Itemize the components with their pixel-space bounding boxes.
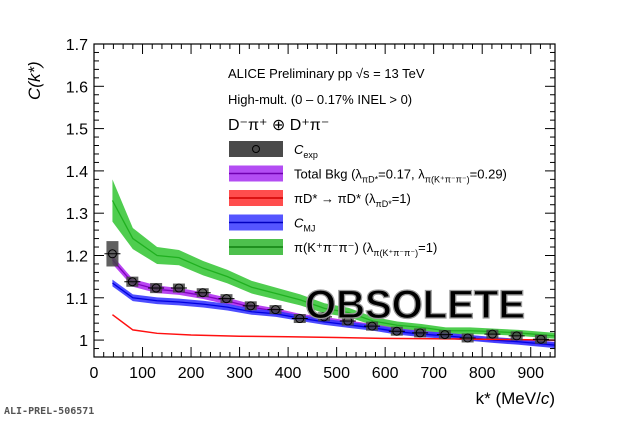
data-point: [392, 326, 402, 336]
data-point: [319, 312, 329, 322]
x-tick-label: 700: [420, 365, 447, 382]
plot-area: [104, 179, 555, 349]
legend-text: =1): [392, 191, 411, 206]
legend-text: C: [294, 142, 304, 157]
legend-text: =0.17, λ: [378, 167, 425, 182]
x-tick-label: 600: [372, 365, 399, 382]
y-tick-label: 1: [79, 333, 88, 350]
legend-text: =0.29): [470, 167, 507, 182]
legend-subscript: π(K⁺π⁻π⁻): [373, 248, 418, 258]
data-point: [127, 277, 137, 287]
data-point: [440, 330, 450, 340]
legend-subscript: exp: [303, 150, 318, 160]
x-tick-label: 300: [226, 365, 253, 382]
data-point: [415, 328, 425, 338]
legend-label-total: Total Bkg (λπD*=0.17, λπ(K⁺π⁻π⁻)=0.29): [294, 167, 507, 185]
y-tick-label: 1.5: [66, 122, 88, 139]
data-point: [174, 283, 184, 293]
x-axis-label-part: ): [549, 389, 555, 408]
data-point: [487, 329, 497, 339]
data-point: [270, 305, 280, 315]
obsolete-watermark: OBSOLETE: [305, 283, 525, 327]
x-axis-label-part: k* (MeV/: [476, 389, 541, 408]
legend-subscript: πD*: [362, 175, 379, 185]
x-tick-label: 400: [275, 365, 302, 382]
legend-text: C: [294, 216, 304, 231]
x-tick-label: 200: [178, 365, 205, 382]
x-tick-label: 500: [323, 365, 350, 382]
y-axis-label: C(k*): [25, 61, 44, 100]
legend-marker-data: [252, 145, 260, 153]
annotation-multiplicity: High-mult. (0 – 0.17% INEL > 0): [228, 92, 412, 107]
data-point: [246, 301, 256, 311]
legend-subscript: π(K⁺π⁻π⁻): [425, 175, 470, 185]
line-green: [111, 200, 555, 337]
data-point: [536, 334, 546, 344]
legend-swatch-data: [229, 141, 283, 157]
x-tick-label: 900: [517, 365, 544, 382]
x-tick-label: 100: [129, 365, 156, 382]
data-point: [198, 288, 208, 298]
legend-text: =1): [418, 240, 437, 255]
y-tick-label: 1.6: [66, 79, 88, 96]
annotation-experiment: ALICE Preliminary pp √s = 13 TeV: [228, 66, 425, 81]
x-axis-label-part: c: [541, 389, 550, 408]
legend-label-data: Cexp: [294, 142, 318, 160]
data-point: [367, 321, 377, 331]
x-tick-label: 800: [469, 365, 496, 382]
y-tick-label: 1.4: [66, 164, 88, 181]
data-point: [107, 249, 117, 259]
data-point: [295, 314, 305, 324]
legend-label-green: π(K⁺π⁻π⁻) (λπ(K⁺π⁻π⁻)=1): [294, 240, 437, 258]
legend-label-mj: CMJ: [294, 216, 315, 234]
legend-label-red: πD* → πD* (λπD*=1): [294, 191, 411, 209]
legend-subscript: πD*: [376, 199, 393, 209]
x-tick-label: 0: [90, 365, 99, 382]
legend-text: Total Bkg (λ: [294, 167, 362, 182]
legend-subscript: MJ: [303, 224, 315, 234]
band-green: [112, 179, 555, 339]
annotation-system: D⁻π⁺ ⊕ D⁺π⁻: [228, 117, 329, 134]
x-axis-label: k* (MeV/c): [476, 389, 555, 408]
plot-frame: [93, 43, 556, 358]
data-point: [512, 331, 522, 341]
y-tick-label: 1.1: [66, 291, 88, 308]
data-point: [151, 283, 161, 293]
figure-id: ALI-PREL-506571: [4, 406, 94, 417]
data-point: [343, 316, 353, 326]
legend-text: πD* → πD* (λ: [294, 191, 376, 206]
data-point: [463, 333, 473, 343]
y-tick-label: 1.2: [66, 248, 88, 265]
legend-text: π(K⁺π⁻π⁻) (λ: [294, 240, 374, 255]
y-tick-label: 1.3: [66, 206, 88, 223]
y-tick-label: 1.7: [66, 37, 88, 54]
data-point: [221, 294, 231, 304]
